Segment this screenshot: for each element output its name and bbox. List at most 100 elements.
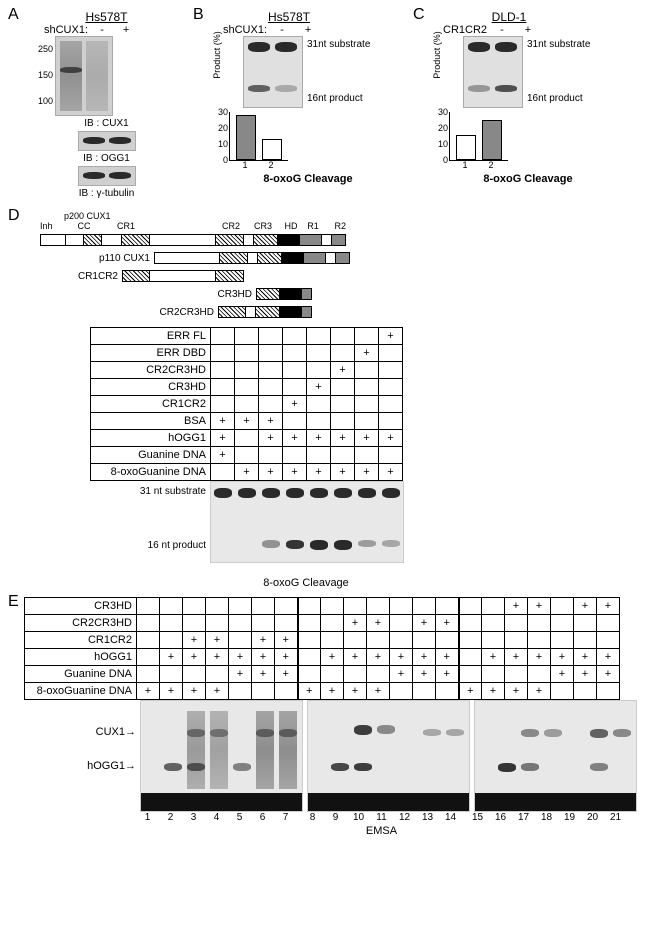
d-gel-substrate: 31 nt substrate: [90, 487, 206, 497]
d-cell: [283, 328, 307, 345]
d-cell: +: [283, 396, 307, 413]
e-cell: +: [229, 649, 252, 666]
e-cell: [298, 598, 321, 615]
d-cell: +: [259, 430, 283, 447]
c-xtitle-row: 8-oxoG Cleavage: [441, 173, 615, 185]
d-cell: +: [211, 413, 235, 430]
d-cell: [211, 345, 235, 362]
e-cell: [344, 632, 367, 649]
e-cell: +: [229, 666, 252, 683]
c-tick-10: 10: [438, 139, 450, 149]
c-xtitle: 8-oxoG Cleavage: [483, 173, 572, 185]
b-x-1: 1: [242, 160, 247, 170]
e-cell: +: [505, 598, 528, 615]
track-cr3hd: [256, 287, 312, 301]
p110-label: p110 CUX1: [40, 253, 154, 264]
e-cell: +: [413, 649, 436, 666]
e-xtitle: EMSA: [136, 825, 627, 837]
d-row-name: 8-oxoGuanine DNA: [91, 464, 211, 481]
blot-tubulin: [78, 166, 136, 186]
e-cell: +: [597, 666, 620, 683]
e-cell: [367, 598, 390, 615]
cr2cr3hd-label: CR2CR3HD: [40, 307, 218, 318]
e-cell: +: [528, 649, 551, 666]
e-cell: +: [206, 632, 229, 649]
e-cell: +: [344, 649, 367, 666]
e-cell: [482, 666, 505, 683]
e-row-name: CR1CR2: [25, 632, 137, 649]
b-bar-2: [262, 139, 282, 160]
blot-cux1: [55, 36, 113, 116]
panel-d: D p200 CUX1 Inh CC CR1 CR2 CR3 HD R1 R2: [10, 211, 640, 589]
e-cell: [459, 615, 482, 632]
panel-a-cond-1: +: [116, 24, 136, 36]
e-cell: [367, 666, 390, 683]
dom-lab-cr1: CR1: [102, 221, 150, 231]
d-cell: [259, 396, 283, 413]
d-cell: +: [307, 464, 331, 481]
d-cell: [331, 396, 355, 413]
d-gel-row: 31 nt substrate 16 nt product: [90, 481, 640, 563]
e-cell: +: [367, 683, 390, 700]
e-cell: [275, 598, 298, 615]
b-band-labels: 31nt substrate 16nt product: [307, 40, 370, 104]
p200-label: p200 CUX1: [64, 211, 400, 221]
d-cell: +: [211, 447, 235, 464]
blot-c-cleavage: [463, 36, 523, 108]
e-cell: [459, 666, 482, 683]
d-gel-xtitle: 8-oxoG Cleavage: [210, 577, 402, 589]
e-row-name: CR2CR3HD: [25, 615, 137, 632]
e-arrow-hogg1: hOGG1: [87, 760, 125, 772]
d-cell: +: [307, 430, 331, 447]
e-cell: +: [528, 598, 551, 615]
e-cell: [206, 598, 229, 615]
c-band-labels: 31nt substrate 16nt product: [527, 40, 590, 104]
e-cell: [551, 615, 574, 632]
b-ylabel: Product (%): [212, 31, 222, 79]
e-cell: [551, 632, 574, 649]
panel-c: C DLD-1 CR1CR2 - + 3: [415, 10, 615, 201]
e-cell: +: [252, 666, 275, 683]
e-cell: [206, 615, 229, 632]
e-cell: [275, 683, 298, 700]
e-lane-numbers: 1234567 891011121314 15161718192021: [136, 812, 640, 823]
blot-b-cleavage: [243, 36, 303, 108]
c-x-2: 2: [488, 160, 493, 170]
e-cell: [321, 632, 344, 649]
d-cell: +: [331, 430, 355, 447]
e-gel-1: [140, 700, 303, 812]
e-cell: [436, 598, 459, 615]
e-cell: +: [183, 683, 206, 700]
d-cell: [211, 328, 235, 345]
d-condition-table: ERR FL+ERR DBD+CR2CR3HD+CR3HD+CR1CR2+BSA…: [90, 327, 403, 481]
d-cell: [259, 362, 283, 379]
e-cell: [597, 632, 620, 649]
d-cell: [235, 362, 259, 379]
d-row-name: CR3HD: [91, 379, 211, 396]
d-cell: [331, 328, 355, 345]
d-cell: [307, 413, 331, 430]
b-substrate-label: 31nt substrate: [307, 39, 370, 50]
mw-2: 100: [38, 96, 53, 106]
mw-0: 250: [38, 44, 53, 54]
d-cell: +: [355, 464, 379, 481]
e-cell: +: [321, 683, 344, 700]
d-cell: [259, 447, 283, 464]
d-row-name: ERR FL: [91, 328, 211, 345]
d-cell: [355, 328, 379, 345]
panel-c-cond-0: -: [491, 24, 513, 36]
e-cell: +: [206, 683, 229, 700]
e-cell: +: [551, 666, 574, 683]
e-cell: [298, 615, 321, 632]
d-cell: +: [355, 430, 379, 447]
d-cell: [355, 362, 379, 379]
e-cell: [482, 632, 505, 649]
d-cell: [283, 447, 307, 464]
e-cell: [551, 683, 574, 700]
d-cell: [211, 396, 235, 413]
e-cell: +: [183, 649, 206, 666]
d-cell: +: [259, 413, 283, 430]
panel-a-cond-row: shCUX1: - +: [38, 24, 175, 36]
e-cell: [298, 666, 321, 683]
e-cell: [436, 632, 459, 649]
